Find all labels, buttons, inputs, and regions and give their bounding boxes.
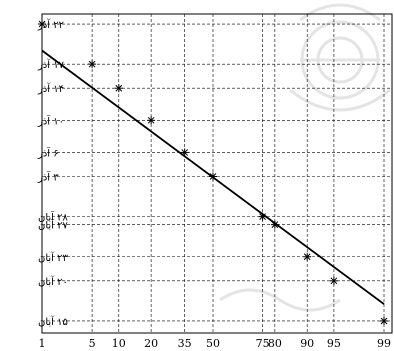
y-tick-label-4: ۶ آذر [37, 146, 59, 159]
y-tick-label-8: ۲۳ آبان [38, 251, 69, 264]
data-point-4-d2 [147, 116, 155, 124]
y-tick-label-2: ۱۴ آذر [37, 82, 64, 95]
data-point-2-d2 [88, 60, 96, 68]
data-point-8 [270, 220, 279, 229]
data-point-6 [209, 172, 217, 181]
data-point-11-d2 [380, 317, 388, 325]
x-tick-label-50: 50 [206, 337, 220, 350]
y-tick-label-7: ۲۷ آبان [38, 219, 69, 232]
x-tick-label-80: 80 [268, 337, 282, 350]
data-point-9 [303, 252, 312, 261]
y-tick-label-5: ۳ آذر [37, 171, 59, 184]
data-point-1 [38, 20, 46, 29]
data-points [38, 20, 388, 325]
x-tick-label-35: 35 [178, 337, 192, 350]
data-point-7-d2 [259, 213, 266, 220]
data-point-6-d2 [209, 173, 217, 180]
x-tick-label-95: 95 [327, 337, 341, 350]
horizontal-gridlines [42, 23, 392, 322]
data-point-7 [258, 212, 267, 221]
y-tick-label-3: ۱۰ آذر [37, 114, 64, 127]
y-tick-label-6: ۲۸ آبان [38, 211, 69, 224]
y-tick-label-0: ۲۲ آذر [37, 18, 64, 31]
data-point-1-d2 [38, 20, 46, 28]
x-tick-label-10: 10 [112, 337, 126, 350]
y-tick-label-1: ۱۷ آذر [37, 58, 65, 71]
data-point-10 [329, 276, 338, 285]
data-point-11 [380, 316, 388, 325]
y-tick-labels: ۲۲ آذر ۱۷ آذر ۱۴ آذر ۱۰ آذر ۶ آذر ۳ آذر ۲۸ آبا… [37, 18, 69, 328]
x-tick-label-5: 5 [89, 337, 96, 350]
data-point-2 [88, 60, 97, 69]
data-point-3 [114, 84, 123, 93]
data-point-9-d2 [303, 253, 311, 261]
x-tick-label-75: 75 [256, 337, 270, 350]
x-tick-label-20: 20 [144, 337, 158, 350]
y-tick-label-10: ۱۵ آبان [38, 315, 68, 328]
data-point-10-d2 [330, 277, 338, 285]
x-tick-label-1: 1 [39, 337, 46, 350]
y-tick-label-9: ۲۰ آبان [38, 275, 68, 288]
x-tick-label-90: 90 [300, 337, 314, 350]
data-point-4 [147, 116, 156, 125]
plot-frame [41, 13, 393, 334]
data-point-3-d2 [115, 84, 123, 92]
data-point-5 [180, 148, 189, 157]
watermark-emblem [219, 3, 391, 312]
data-point-8-d2 [271, 221, 279, 229]
x-tick-label-99: 99 [377, 337, 391, 350]
data-point-5-d2 [181, 149, 189, 156]
